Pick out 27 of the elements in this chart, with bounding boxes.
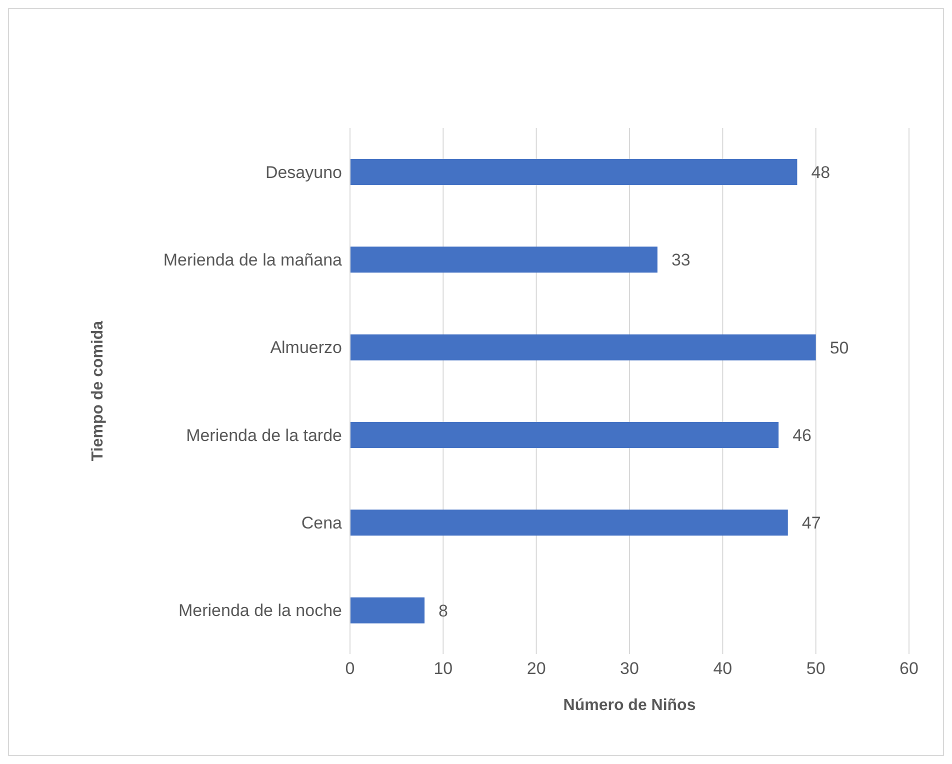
data-label: 46 bbox=[792, 426, 812, 446]
bar bbox=[350, 246, 658, 273]
y-tick-label: Merienda de la tarde bbox=[186, 426, 342, 445]
x-tick-label: 60 bbox=[900, 659, 918, 678]
data-label: 8 bbox=[438, 601, 448, 620]
x-tick-label: 0 bbox=[345, 659, 355, 678]
bar bbox=[350, 510, 788, 536]
bar bbox=[350, 422, 779, 448]
x-tick-label: 20 bbox=[526, 659, 546, 678]
bar bbox=[350, 334, 816, 360]
y-tick-label: Merienda de la noche bbox=[178, 601, 342, 620]
bar bbox=[350, 597, 425, 624]
x-axis-title: Número de Niños bbox=[563, 697, 696, 714]
y-axis-title: Tiempo de comida bbox=[90, 320, 107, 462]
x-tick-label: 40 bbox=[713, 659, 732, 678]
y-tick-label: Almuerzo bbox=[270, 338, 342, 358]
x-tick-label: 50 bbox=[806, 659, 826, 678]
bar bbox=[350, 159, 798, 185]
x-tick-label: 30 bbox=[620, 659, 639, 678]
data-label: 47 bbox=[802, 514, 821, 533]
data-label: 50 bbox=[830, 338, 849, 358]
y-tick-label: Cena bbox=[301, 514, 343, 533]
y-tick-label: Desayuno bbox=[265, 162, 342, 182]
data-label: 48 bbox=[811, 163, 830, 182]
y-tick-label: Merienda de la mañana bbox=[163, 250, 343, 270]
x-tick-label: 10 bbox=[434, 659, 453, 678]
data-label: 33 bbox=[671, 250, 690, 270]
